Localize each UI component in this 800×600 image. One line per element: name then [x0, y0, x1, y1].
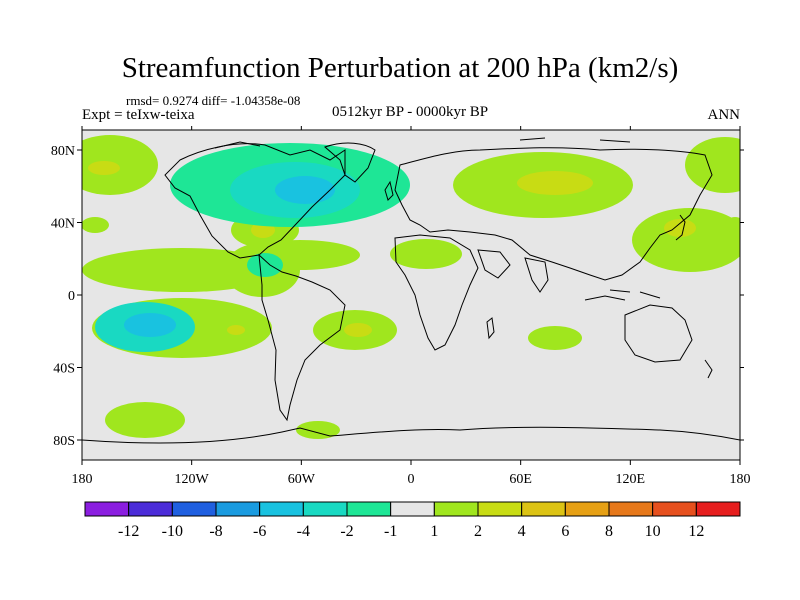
colorbar-label: -12 — [118, 523, 139, 540]
colorbar-label: 8 — [605, 523, 613, 540]
field-eurasia-pos-core — [517, 171, 593, 195]
colorbar-swatch — [302, 501, 348, 517]
lon-tick-label: 60E — [509, 472, 532, 487]
colorbar-swatch — [259, 501, 304, 517]
field-satlantic-pos-core — [344, 323, 372, 337]
lat-tick-label: 80N — [51, 144, 75, 159]
colorbar-swatch — [521, 501, 566, 517]
colorbar-label: 6 — [561, 523, 569, 540]
experiment-label: Expt = teIxw-teixa — [82, 107, 195, 123]
colorbar-label: 1 — [430, 523, 438, 540]
field-natl-east-neg — [247, 253, 283, 277]
lat-tick-label: 40N — [51, 217, 75, 232]
colorbar-label: -1 — [384, 523, 397, 540]
coastline — [82, 137, 740, 444]
lon-tick-label: 120W — [175, 472, 210, 487]
lon-axis: 180 120W 60W 0 60E 120E 180 — [72, 126, 751, 487]
lon-tick-label: 180 — [730, 472, 751, 487]
colorbar-swatch — [695, 501, 741, 517]
stats-text: rmsd= 0.9274 diff= -1.04358e-08 — [126, 93, 301, 108]
colorbar-label: 4 — [518, 523, 526, 540]
field-ne-pacific-small — [725, 217, 740, 233]
field-spac-neg-core — [124, 313, 176, 337]
colorbar-label: 12 — [688, 523, 704, 540]
lat-tick-label: 0 — [68, 289, 75, 304]
colorbar-label: -2 — [340, 523, 353, 540]
colorbar-label: -10 — [162, 523, 183, 540]
colorbar-label: 2 — [474, 523, 482, 540]
field-bering-pos — [82, 135, 158, 195]
colorbar-swatch — [215, 501, 261, 517]
period-label: 0512kyr BP - 0000kyr BP — [331, 104, 489, 120]
colorbar-swatch — [608, 501, 654, 517]
colorbar-swatch — [477, 501, 523, 517]
field-pacific-south-pos-core — [227, 325, 245, 335]
season-label: ANN — [707, 107, 741, 123]
field-ross-pos — [105, 402, 185, 438]
field-japan-pos — [632, 208, 740, 272]
colorbar-label: -6 — [253, 523, 266, 540]
colorbar-label: 10 — [645, 523, 661, 540]
lat-tick-label: 40S — [53, 362, 75, 377]
colorbar: -12 -10 -8 -6 -4 -2 -1 1 2 4 6 8 10 12 — [84, 501, 741, 540]
field-nw-pacific-small — [82, 217, 109, 233]
lat-tick-label: 80S — [53, 434, 75, 449]
lon-tick-label: 0 — [408, 472, 415, 487]
colorbar-swatch — [128, 501, 173, 517]
page-title: Streamfunction Perturbation at 200 hPa (… — [121, 52, 679, 84]
field-natl-neg-core — [275, 176, 335, 204]
field-indian-pos — [528, 326, 582, 350]
lon-tick-label: 120E — [616, 472, 646, 487]
field-africa-pos — [390, 239, 462, 269]
colorbar-swatch — [390, 501, 435, 517]
colorbar-swatch — [171, 501, 217, 517]
colorbar-swatch — [84, 501, 130, 517]
colorbar-label: -8 — [209, 523, 222, 540]
field-japan-pos-core — [664, 219, 696, 237]
field-bering-pos-core — [88, 161, 120, 175]
colorbar-swatch — [346, 501, 392, 517]
lon-tick-label: 180 — [72, 472, 93, 487]
field-weddell-pos — [296, 421, 340, 439]
contour-fields — [82, 135, 740, 439]
field-pacific-east-edge — [685, 137, 740, 193]
colorbar-label: -4 — [297, 523, 310, 540]
lat-axis: 80N 40N 0 40S 80S — [51, 144, 744, 449]
lon-tick-label: 60W — [288, 472, 316, 487]
colorbar-swatch — [433, 501, 479, 517]
colorbar-swatch — [652, 501, 697, 517]
colorbar-swatch — [564, 501, 610, 517]
